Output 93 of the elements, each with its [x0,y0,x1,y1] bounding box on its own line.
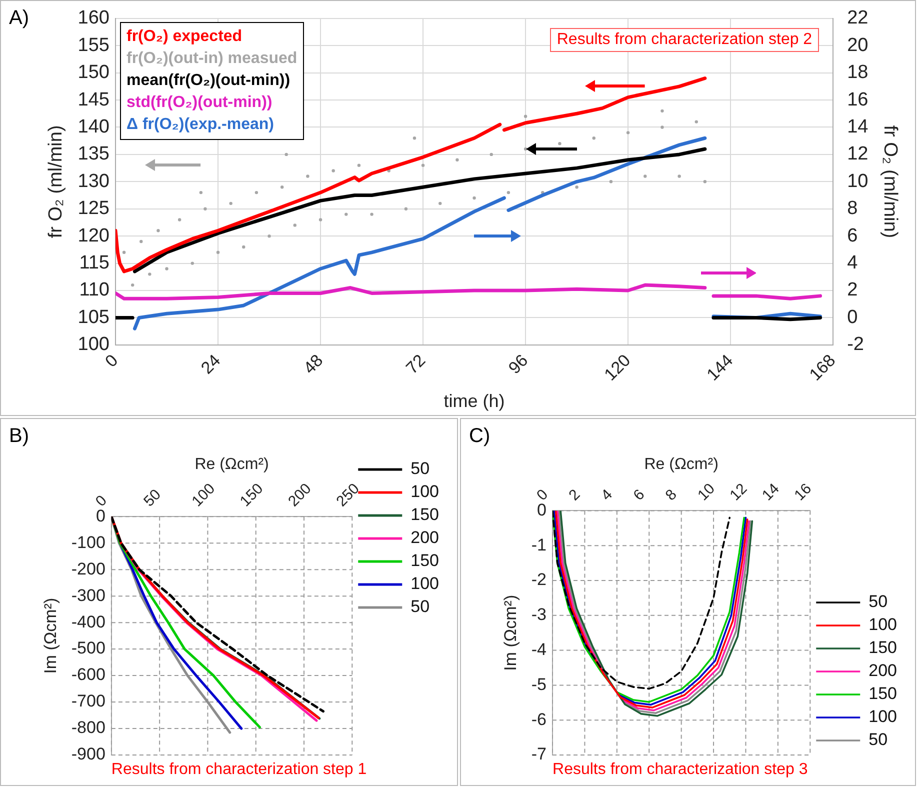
y-tick-label: -5 [531,674,547,694]
x-tick-label: 10 [694,480,718,504]
y2-tick-label: 2 [847,280,858,301]
text: mean(fr(O₂)(out-min)) [126,71,292,92]
text: fr(O₂)(out-in) measued [126,49,298,70]
y-axis-title: Im (Ωcm²) [500,594,520,671]
y-tick-label: -7 [531,744,547,764]
annotation: Results from characterization step 2 [550,28,820,52]
x-tick-label: 250 [333,480,363,510]
y2-axis-title: fr O₂ (ml/min) [879,125,900,238]
y2-tick-label: 20 [847,34,868,56]
y-tick-label: -800 [71,718,106,738]
y2-tick-label: 22 [847,8,868,29]
x-axis-title: Re (Ωcm²) [194,456,269,474]
y2-tick-label: 12 [847,144,868,165]
x-tick-label: 96 [504,350,532,378]
y-tick-label: -1 [531,535,547,554]
y2-tick-label: 10 [847,170,868,192]
text: A) [9,7,29,30]
x-tick-label: 16 [791,480,815,504]
x-tick-label: 120 [600,350,634,384]
y-axis-title: Im (Ωcm²) [40,598,60,674]
y-tick-label: 135 [78,144,110,165]
y-tick-label: -6 [531,710,547,729]
x-axis-title: Re (Ωcm²) [644,456,718,474]
x-tick-label: 150 [236,480,267,510]
y2-tick-label: 16 [847,89,868,110]
y-tick-label: 160 [78,8,110,29]
x-tick-label: 200 [285,480,315,510]
x-tick-label: 100 [188,480,218,510]
y2-tick-label: 18 [847,62,868,84]
y-tick-label: 155 [78,34,110,56]
legend-label: 50 [868,730,888,750]
y-tick-label: -200 [71,559,106,578]
legend-label: 50 [410,597,430,616]
y2-tick-label: 8 [847,198,858,220]
y-tick-label: 115 [79,252,110,274]
text: fr(O₂) expected [126,27,244,48]
legend-label: 50 [868,592,888,612]
y-tick-label: 140 [78,116,110,138]
y-tick-label: -3 [531,605,547,624]
y-tick-label: -2 [531,570,547,590]
y-tick-label: -500 [71,638,106,658]
x-axis-title: time (h) [444,391,505,412]
legend-label: 150 [410,551,440,570]
y-tick-label: -100 [71,532,106,552]
x-tick-label: 6 [630,486,648,504]
text: Results from characterization step 3 [552,761,809,779]
text: C) [469,425,490,448]
legend-label: 100 [868,707,898,726]
legend-label: 100 [868,615,898,634]
y-tick-label: -600 [71,665,106,684]
y-axis-title: fr O₂ (ml/min) [46,125,67,238]
y-tick-label: 145 [78,89,110,110]
x-tick-label: 8 [662,486,680,504]
text: std(fr(O₂)(out-min)) [126,93,274,114]
text: Results from characterization step 1 [111,761,368,779]
y-tick-label: 130 [78,170,110,192]
y-tick-label: -300 [71,586,106,605]
legend-label: 150 [868,638,898,658]
x-tick-label: 4 [598,486,616,504]
y-tick-label: -4 [531,640,547,659]
y-tick-label: 105 [78,306,110,328]
legend-label: 150 [410,505,440,524]
text: B) [9,425,29,448]
legend-label: 150 [868,684,898,704]
y2-tick-label: 6 [847,225,858,246]
y-tick-label: 120 [78,225,110,246]
y-tick-label: -400 [71,612,106,632]
x-tick-label: 24 [197,350,224,378]
y-tick-label: -900 [71,744,106,764]
y-tick-label: 150 [78,62,110,84]
y-tick-label: 0 [96,506,106,526]
x-tick-label: 144 [703,350,737,384]
y-tick-label: 110 [79,280,110,301]
legend-label: 50 [410,459,430,478]
y-tick-label: 125 [78,198,110,220]
legend-label: 100 [410,574,440,594]
y2-tick-label: 0 [847,306,858,328]
y2-tick-label: -2 [847,334,864,356]
x-tick-label: 12 [726,480,751,504]
legend-label: 200 [868,661,898,680]
legend-label: 200 [410,528,440,548]
x-tick-label: 50 [140,486,164,510]
x-tick-label: 2 [566,486,584,504]
x-tick-label: 72 [402,350,430,378]
text: Δ fr(O₂)(exp.-mean) [126,115,276,136]
x-tick-label: 168 [806,350,840,384]
x-tick-label: 48 [300,350,327,378]
y2-tick-label: 4 [847,252,858,274]
x-tick-label: 14 [758,480,783,504]
y2-tick-label: 14 [847,116,869,138]
y-tick-label: -700 [71,692,106,711]
